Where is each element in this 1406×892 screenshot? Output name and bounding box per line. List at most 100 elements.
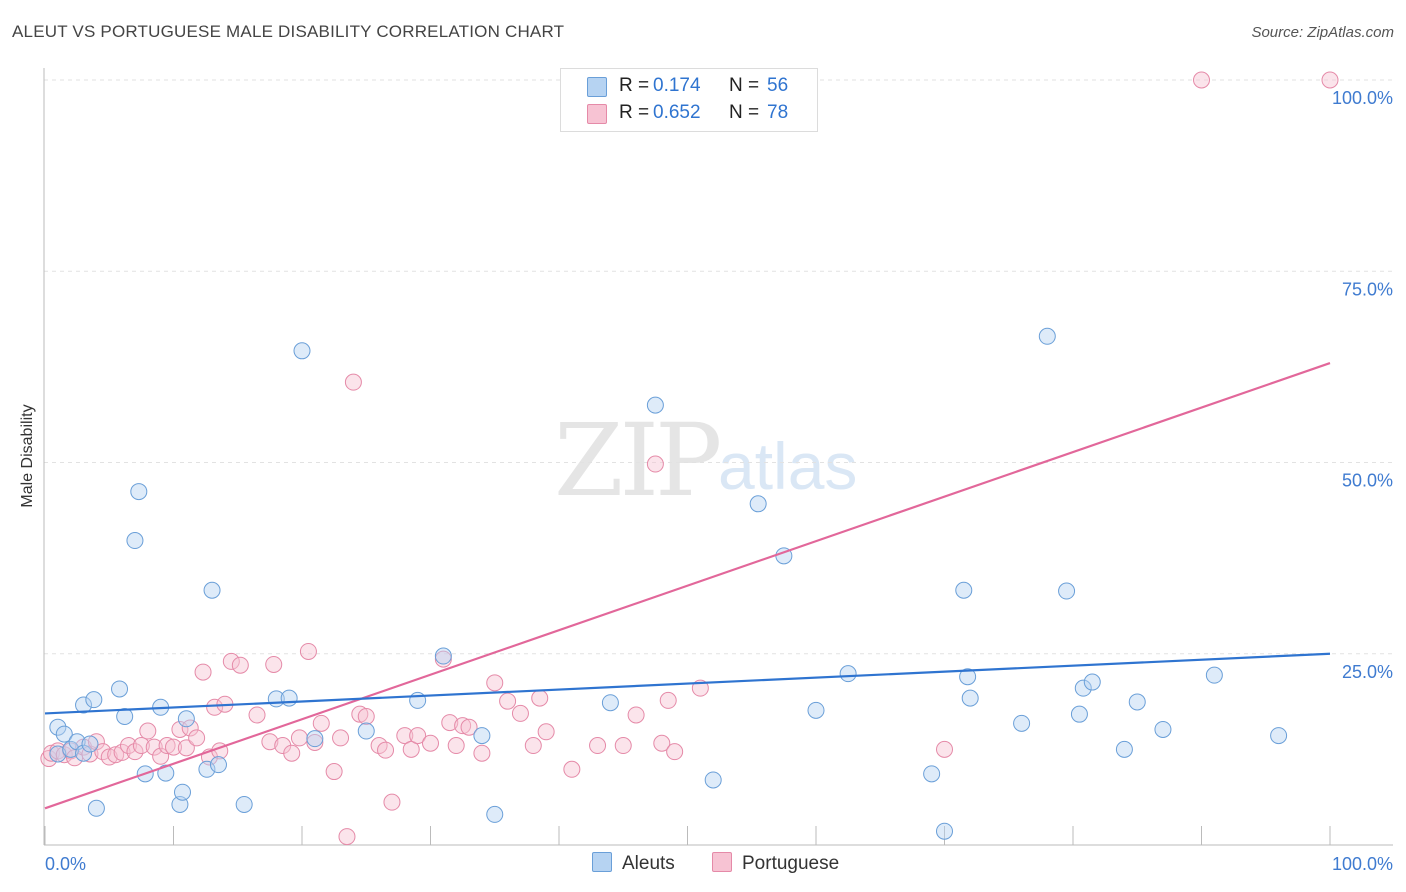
- aleut-point: [807, 701, 825, 719]
- portuguese-point: [653, 734, 671, 752]
- portuguese-point: [377, 741, 395, 759]
- portuguese-swatch: [587, 104, 607, 124]
- aleut-point: [87, 799, 105, 817]
- aleut-point: [111, 680, 129, 698]
- aleut-point: [1058, 582, 1076, 600]
- aleut-point: [1083, 673, 1101, 691]
- portuguese-trendline: [44, 362, 1331, 810]
- legend-row-aleuts: R = 0.174 N = 56: [561, 73, 817, 101]
- source-label: Source: ZipAtlas.com: [1251, 24, 1394, 41]
- portuguese-point: [627, 706, 645, 724]
- aleut-point: [486, 805, 504, 823]
- y-tick-label: 25.0%: [1342, 662, 1393, 682]
- portuguese-point: [222, 652, 240, 670]
- portuguese-point: [524, 737, 542, 755]
- legend-item-portuguese[interactable]: Portuguese: [712, 852, 839, 875]
- aleut-point: [81, 735, 99, 753]
- portuguese-point: [344, 373, 362, 391]
- portuguese-point: [139, 722, 157, 740]
- n-label: N =: [729, 102, 760, 123]
- r-value: 0.174: [653, 75, 701, 96]
- aleut-point: [1154, 720, 1172, 738]
- portuguese-point: [646, 455, 664, 473]
- portuguese-point: [87, 733, 105, 751]
- aleut-swatch: [592, 852, 612, 872]
- aleut-point: [130, 483, 148, 501]
- portuguese-point: [460, 718, 478, 736]
- portuguese-point: [107, 746, 125, 764]
- portuguese-point: [42, 744, 60, 762]
- portuguese-point: [357, 707, 375, 725]
- portuguese-point: [113, 743, 131, 761]
- aleut-point: [55, 725, 73, 743]
- legend-row-portuguese: R = 0.652 N = 78: [561, 100, 817, 128]
- r-value: 0.652: [653, 102, 701, 123]
- portuguese-point: [422, 734, 439, 752]
- portuguese-point: [231, 656, 249, 674]
- aleut-point: [357, 722, 375, 740]
- aleut-point: [126, 532, 144, 550]
- portuguese-point: [473, 744, 491, 762]
- portuguese-point: [537, 723, 555, 741]
- correlation-legend: R = 0.174 N = 56 R = 0.652 N = 78: [560, 68, 818, 132]
- portuguese-point: [165, 738, 182, 756]
- legend-label-portuguese: Portuguese: [742, 853, 840, 874]
- aleut-point: [434, 647, 452, 665]
- portuguese-point: [290, 729, 308, 747]
- portuguese-point: [589, 737, 607, 755]
- portuguese-point: [132, 737, 150, 755]
- portuguese-point: [312, 714, 330, 732]
- aleut-point: [306, 730, 324, 748]
- aleut-point: [75, 744, 93, 762]
- portuguese-point: [194, 663, 212, 681]
- chart-title: ALEUT VS PORTUGUESE MALE DISABILITY CORR…: [12, 22, 565, 41]
- portuguese-point: [499, 692, 517, 710]
- portuguese-point: [126, 743, 144, 761]
- n-label: N =: [729, 75, 760, 96]
- n-value: 56: [767, 75, 789, 96]
- portuguese-point: [1193, 71, 1210, 89]
- x-tick-label: 100.0%: [1332, 854, 1393, 874]
- aleut-point: [923, 765, 941, 783]
- aleut-point: [173, 783, 191, 801]
- portuguese-point: [511, 704, 529, 722]
- aleut-point: [839, 665, 857, 683]
- portuguese-point: [332, 729, 350, 747]
- y-tick-label: 100.0%: [1332, 88, 1393, 108]
- portuguese-point: [145, 738, 163, 756]
- aleut-point: [1074, 679, 1092, 697]
- aleut-point: [177, 710, 195, 728]
- portuguese-point: [181, 719, 199, 737]
- portuguese-point: [248, 706, 266, 724]
- portuguese-point: [152, 747, 170, 765]
- portuguese-point: [563, 760, 581, 778]
- aleut-point: [955, 581, 973, 599]
- aleut-point: [749, 495, 767, 513]
- legend-label-aleuts: Aleuts: [622, 853, 675, 874]
- aleut-point: [601, 694, 619, 712]
- portuguese-point: [1321, 71, 1339, 89]
- portuguese-point: [666, 743, 684, 761]
- aleut-point: [85, 691, 103, 709]
- aleut-point: [1205, 666, 1223, 684]
- portuguese-point: [614, 737, 632, 755]
- aleut-point: [49, 745, 67, 763]
- portuguese-point: [100, 748, 118, 766]
- aleut-point: [473, 727, 491, 745]
- aleut-point: [936, 822, 953, 840]
- aleut-point: [116, 707, 134, 725]
- legend-item-aleuts[interactable]: Aleuts: [592, 852, 675, 875]
- portuguese-point: [659, 691, 677, 709]
- portuguese-point: [441, 714, 459, 732]
- portuguese-point: [936, 740, 953, 758]
- aleut-point: [961, 689, 979, 707]
- portuguese-point: [283, 744, 301, 762]
- watermark-zip: ZIP: [554, 402, 722, 519]
- x-tick-label: 0.0%: [45, 854, 86, 874]
- r-label: R =: [619, 102, 650, 123]
- portuguese-point: [409, 727, 427, 745]
- aleut-point: [1070, 705, 1088, 723]
- aleut-point: [1038, 327, 1056, 345]
- y-tick-label: 75.0%: [1342, 279, 1393, 299]
- aleut-point: [293, 342, 311, 360]
